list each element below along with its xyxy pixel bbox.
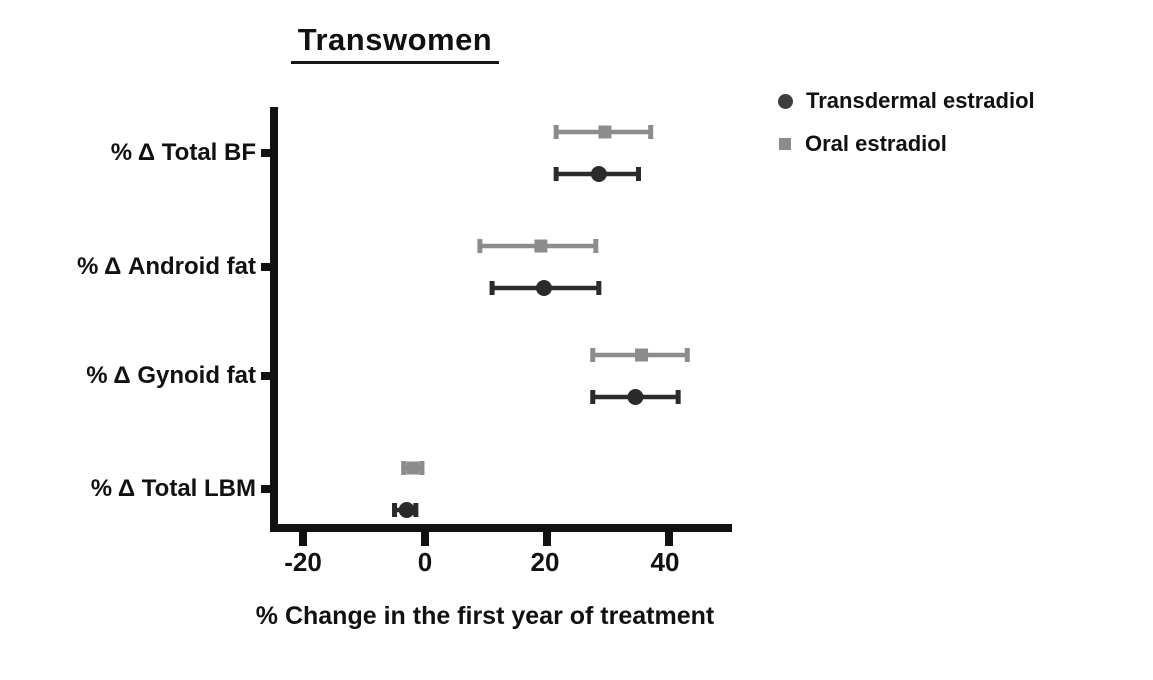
error-bar-cap-high [596,281,602,295]
y-axis-line [270,107,278,532]
x-axis-label: % Change in the first year of treatment [255,602,715,630]
marker-circle [398,502,415,518]
legend-circle-marker-icon [778,93,793,109]
error-bar-cap-high [593,239,599,253]
x-tick-label-20: 20 [530,547,560,577]
category-label-gynoid-fat: % Δ Gynoid fat [86,362,256,389]
error-bar-cap-low [553,167,559,181]
error-bar-cap-low [392,503,397,517]
legend-item-transdermal-estradiol: Transdermal estradiol [778,86,1035,116]
x-axis-tick [543,532,551,546]
category-label-total-lbm: % Δ Total LBM [90,475,256,502]
y-axis-tick [261,263,270,271]
marker-circle [627,389,644,405]
error-bar-cap-high [636,167,641,181]
category-label-android-fat: % Δ Android fat [76,253,256,280]
x-tick-label-40: 40 [650,547,680,577]
marker-square [598,125,612,139]
legend-label-oral: Oral estradiol [805,131,947,156]
legend-square-marker-icon [779,138,791,150]
marker-circle [590,166,607,182]
category-label-total-bf: % Δ Total BF [110,139,256,166]
error-bar-cap-high [413,503,419,517]
error-bar-cap-high [675,390,681,404]
marker-circle [535,280,552,296]
x-axis-tick [421,532,429,546]
legend: Transdermal estradiol Oral estradiol [778,86,1035,172]
error-bar-cap-low [590,390,596,404]
error-bar-cap-low [477,239,483,253]
marker-square [534,239,548,253]
chart-title-wrap: Transwomen [0,22,790,64]
error-bar-cap-low [553,125,559,139]
y-axis-tick [261,149,270,157]
y-axis-tick [261,485,270,493]
error-bar-cap-high [684,348,690,362]
y-axis-tick [261,372,270,380]
legend-item-oral-estradiol: Oral estradiol [778,129,1035,159]
x-tick-label-0: 0 [417,547,433,577]
error-bar-cap-high [419,461,425,475]
error-bar-cap-high [648,125,654,139]
chart-title: Transwomen [290,22,500,64]
marker-square [635,348,649,362]
x-axis-tick [299,532,307,546]
error-bar-cap-low [590,348,596,362]
x-axis-line [270,524,732,532]
legend-label-transdermal: Transdermal estradiol [806,88,1035,113]
error-bar-cap-low [489,281,495,295]
x-axis-tick [665,532,673,546]
marker-square [406,461,420,475]
x-tick-label-neg20: -20 [284,547,322,577]
error-bar-cap-low [401,461,407,475]
